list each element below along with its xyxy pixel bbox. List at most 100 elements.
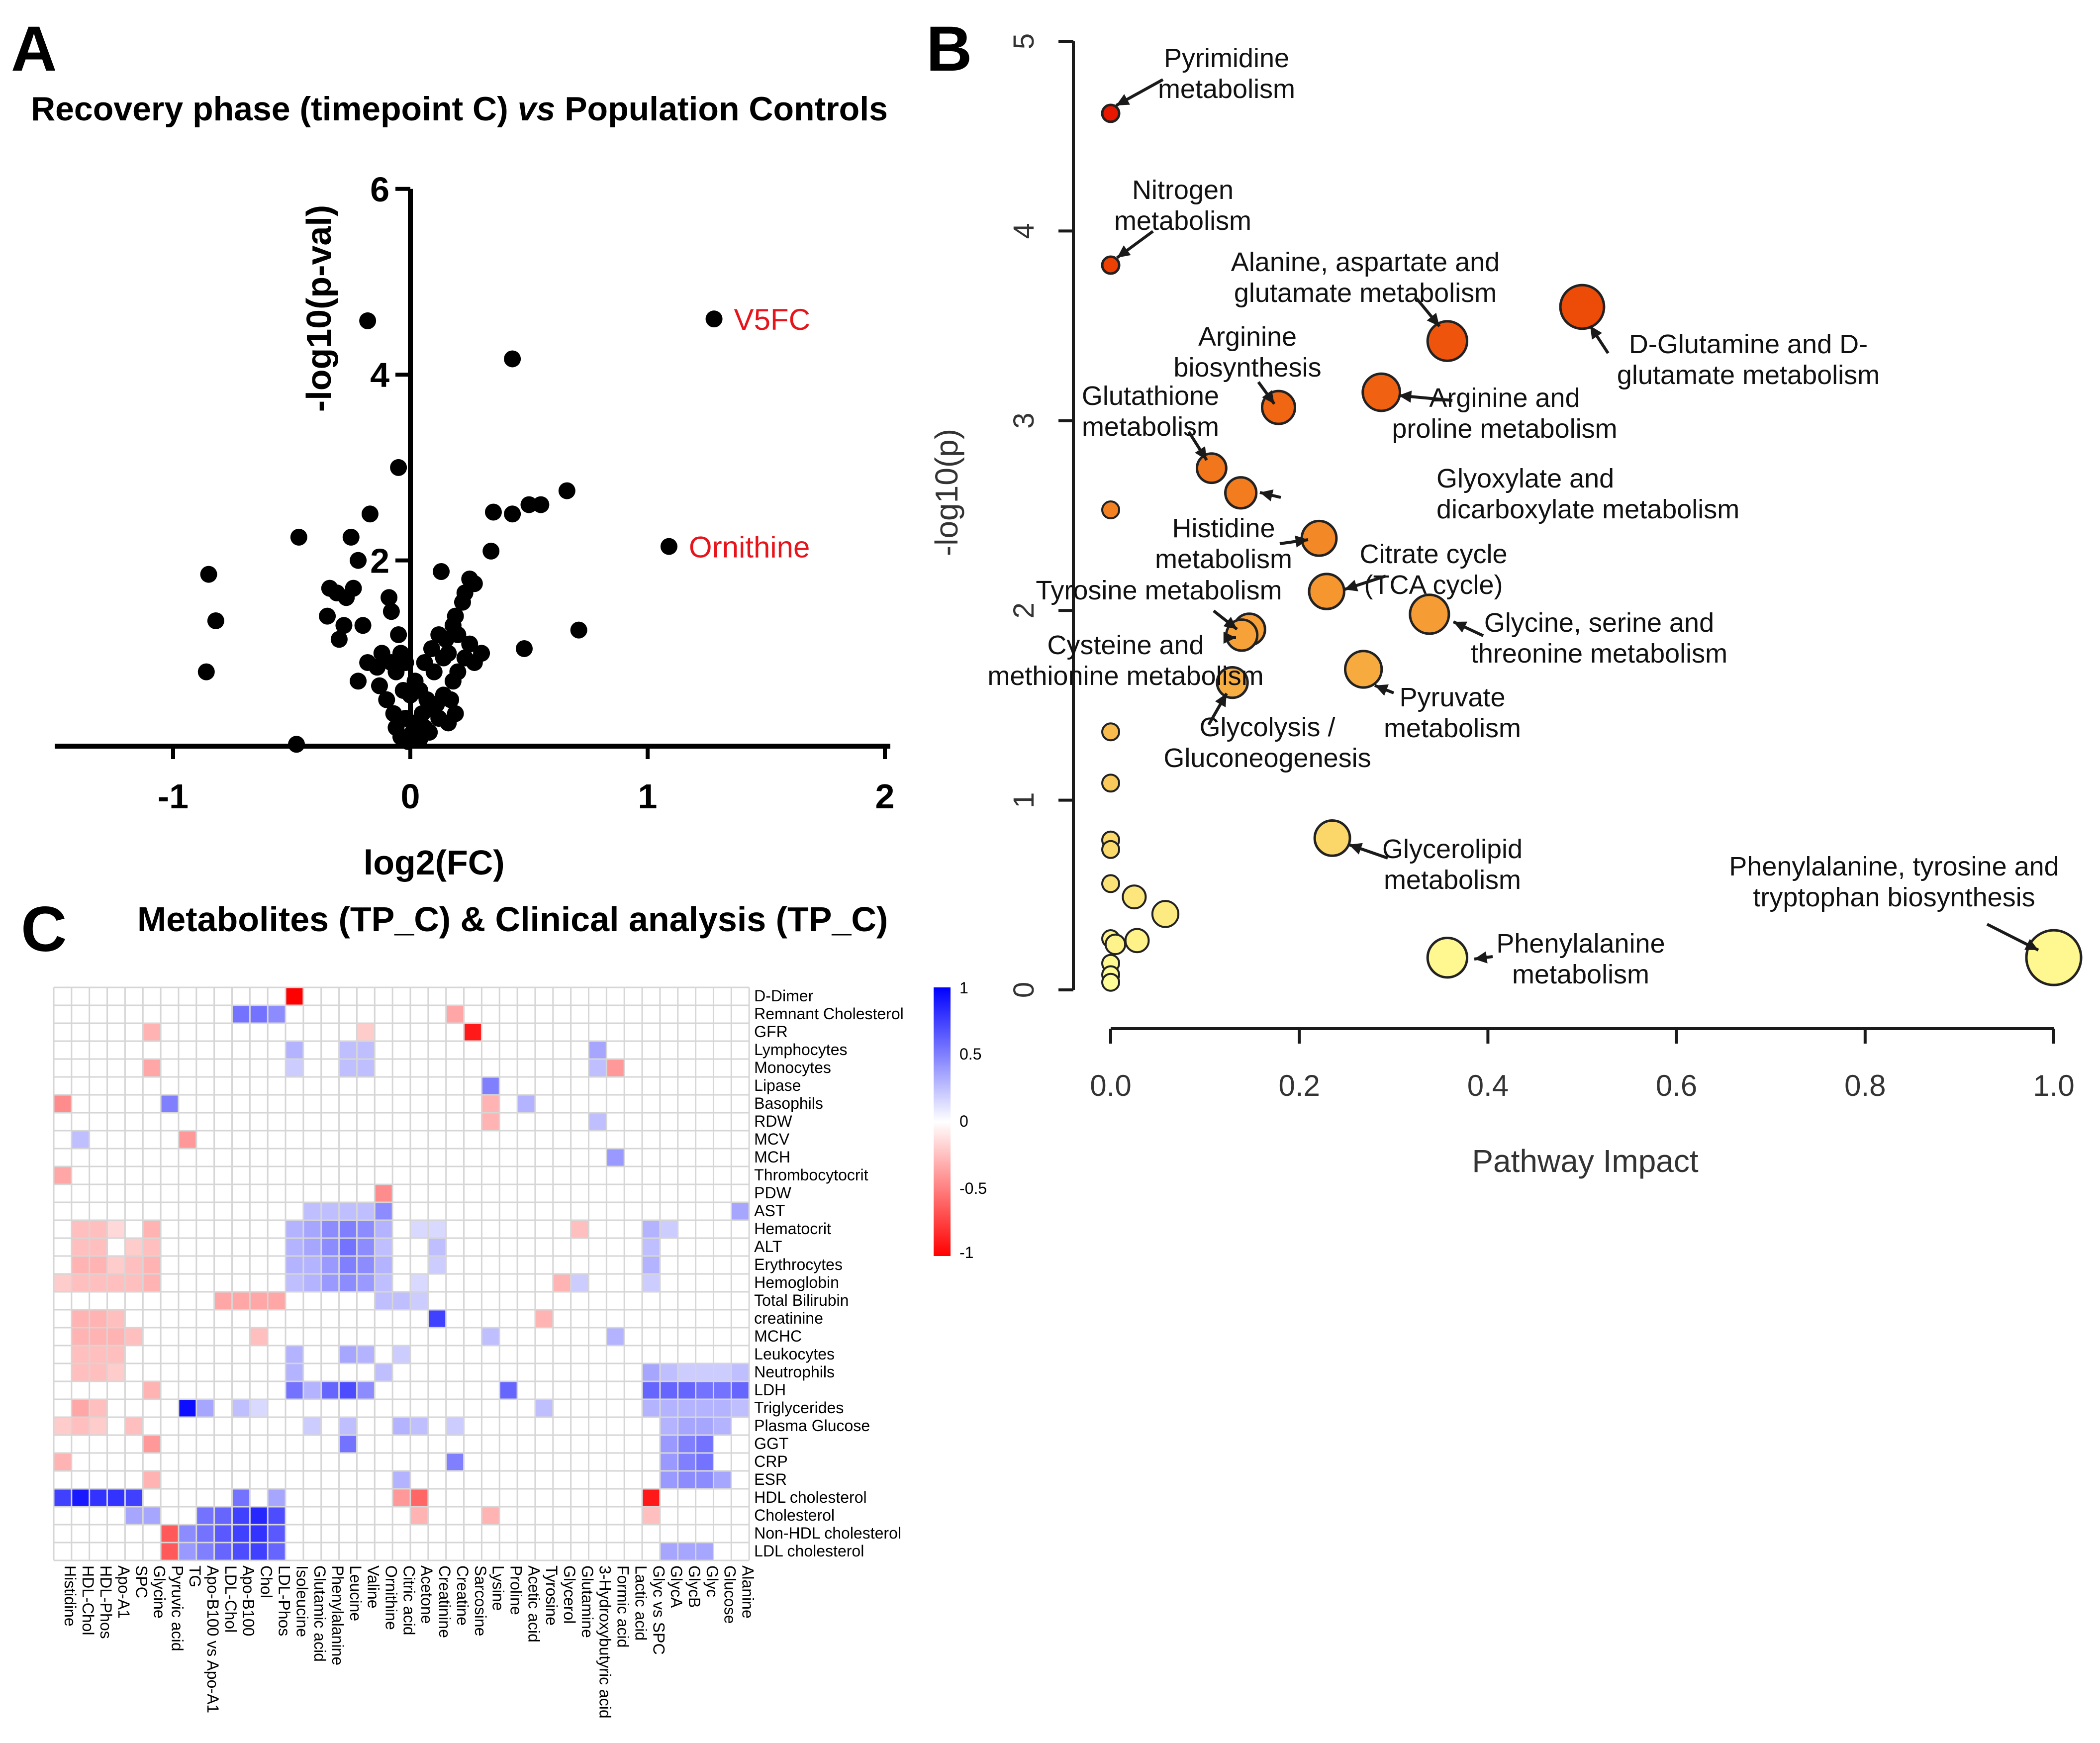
volcano-point — [335, 617, 353, 634]
heatmap-cell — [232, 1507, 250, 1525]
heatmap-column-label: Apo-B100 vs Apo-A1 — [204, 1565, 222, 1713]
heatmap-row-label: ALT — [754, 1238, 782, 1256]
pathway-label-arrowhead — [1453, 621, 1467, 633]
pathway-points — [1101, 103, 2083, 992]
heatmap-cell — [143, 1059, 161, 1077]
pathway-label: metabolism — [1512, 960, 1649, 989]
heatmap-column-label: 3-Hydroxybutyric acid — [596, 1565, 614, 1719]
heatmap-colorbar: 1 0.5 0 -0.5 -1 — [934, 979, 987, 1261]
heatmap-column-label: Creatinine — [436, 1565, 454, 1638]
heatmap-cell — [107, 1274, 125, 1292]
heatmap-row-label: Total Bilirubin — [754, 1291, 849, 1309]
heatmap-cell — [660, 1417, 678, 1435]
pathway-label-arrowhead — [1427, 312, 1439, 326]
heatmap-row-label: Remnant Cholesterol — [754, 1005, 904, 1023]
heatmap-grid — [53, 986, 750, 1561]
volcano-point — [399, 733, 417, 750]
heatmap-cell — [642, 1489, 660, 1507]
heatmap-cell — [71, 1399, 90, 1417]
heatmap-column-label: Proline — [507, 1565, 525, 1615]
volcano-y-axis-label: -log10(p-val) — [299, 205, 338, 412]
pathway-y-tick-label: 3 — [1008, 413, 1040, 429]
pathway-label-arrowhead — [1590, 326, 1602, 340]
heatmap-cell — [303, 1274, 321, 1292]
heatmap-colorbar-tick-label: 0 — [959, 1112, 968, 1130]
heatmap-cell — [303, 1220, 321, 1238]
heatmap-cell — [339, 1059, 357, 1077]
heatmap-cell — [339, 1417, 357, 1435]
heatmap-cell — [660, 1435, 678, 1453]
pathway-label: Glutathione — [1082, 381, 1219, 411]
volcano-plot-panel: A Recovery phase (timepoint C) vs Popula… — [11, 13, 894, 882]
heatmap-row-label: PDW — [754, 1184, 791, 1202]
heatmap-row-label: Leukocytes — [754, 1345, 835, 1363]
heatmap-cell — [642, 1507, 660, 1525]
heatmap-panel: C Metabolites (TP_C) & Clinical analysis… — [21, 894, 987, 1719]
heatmap-cell — [392, 1417, 410, 1435]
heatmap-colorbar-gradient — [934, 987, 951, 1256]
heatmap-column-label: Glucose — [721, 1565, 739, 1624]
pathway-x-tick-label: 0.8 — [1844, 1069, 1886, 1102]
volcano-point — [440, 714, 457, 732]
heatmap-column-label: Pyruvic acid — [168, 1565, 186, 1651]
heatmap-cell — [143, 1507, 161, 1525]
heatmap-cell — [642, 1274, 660, 1292]
heatmap-cell — [642, 1220, 660, 1238]
pathway-label-arrowhead — [1295, 535, 1308, 548]
pathway-point — [1361, 372, 1402, 412]
volcano-y-tick-label: 4 — [370, 356, 389, 394]
pathway-labels: PyrimidinemetabolismNitrogenmetabolismAl… — [987, 43, 2059, 989]
heatmap-cell — [375, 1363, 393, 1381]
volcano-highlight-point — [705, 310, 723, 328]
pathway-label-arrowhead — [1260, 489, 1274, 501]
heatmap-cell — [143, 1023, 161, 1041]
volcano-point — [350, 673, 367, 690]
heatmap-cell — [286, 1381, 303, 1399]
heatmap-row-label: GGT — [754, 1435, 788, 1452]
pathway-label-arrowhead — [1223, 616, 1237, 629]
pathway-label: Arginine — [1198, 322, 1297, 352]
pathway-point — [1426, 320, 1469, 362]
volcano-point — [482, 542, 500, 560]
volcano-x-tick-label: 1 — [638, 777, 658, 816]
volcano-point — [373, 645, 390, 662]
pathway-label: glutamate metabolism — [1234, 278, 1497, 308]
heatmap-cell — [54, 1166, 72, 1184]
heatmap-cell — [107, 1310, 125, 1328]
volcano-point — [350, 552, 367, 569]
heatmap-cell — [232, 1005, 250, 1023]
heatmap-cell — [660, 1453, 678, 1471]
heatmap-cell — [731, 1202, 750, 1220]
pathway-point — [1101, 874, 1120, 893]
pathway-label-arrowhead — [2024, 939, 2038, 950]
heatmap-row-label: Thrombocytocrit — [754, 1166, 868, 1184]
heatmap-cell — [339, 1346, 357, 1363]
heatmap-cell — [481, 1113, 500, 1131]
volcano-point — [570, 621, 587, 639]
heatmap-cell — [375, 1184, 393, 1202]
heatmap-cell — [250, 1399, 268, 1417]
heatmap-column-label: Lactic acid — [632, 1565, 650, 1641]
heatmap-cell — [695, 1543, 714, 1560]
pathway-point — [1308, 573, 1345, 610]
pathway-label-arrowhead — [1223, 631, 1236, 644]
heatmap-cell — [588, 1059, 607, 1077]
heatmap-cell — [143, 1274, 161, 1292]
volcano-point — [520, 496, 538, 513]
heatmap-cell — [268, 1507, 286, 1525]
heatmap-cell — [357, 1023, 375, 1041]
heatmap-column-label: LDL-Chol — [222, 1565, 240, 1633]
heatmap-cell — [695, 1363, 714, 1381]
heatmap-column-label: Sarcosine — [472, 1565, 489, 1636]
heatmap-column-label: Phenylalanine — [329, 1565, 347, 1665]
heatmap-cell — [196, 1525, 214, 1543]
pathway-point — [1343, 650, 1383, 689]
heatmap-cell — [196, 1399, 214, 1417]
heatmap-cell — [161, 1525, 179, 1543]
heatmap-cell — [143, 1471, 161, 1489]
heatmap-cell — [660, 1471, 678, 1489]
volcano-highlight-labels: V5FC Ornithine — [689, 303, 810, 564]
pathway-label: metabolism — [1384, 865, 1521, 895]
volcano-x-tick-label: 2 — [875, 777, 895, 816]
